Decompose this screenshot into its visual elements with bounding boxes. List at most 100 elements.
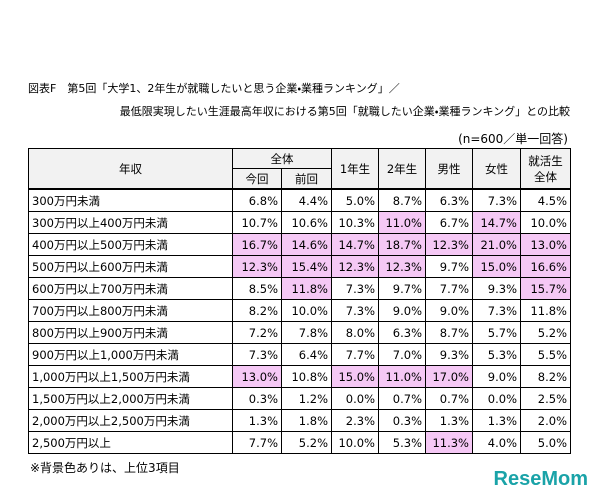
table-row: 300万円未満 6.8% 4.4% 5.0% 8.7% 6.3% 7.3% 4.5% — [28, 188, 571, 212]
cell: 4.5% — [520, 188, 571, 212]
column-header: 今回 — [232, 168, 282, 190]
cell: 8.7% — [378, 188, 426, 212]
cell: 11.0% — [378, 211, 426, 234]
cell: 1.2% — [281, 387, 332, 410]
column-header: 前回 — [281, 168, 332, 190]
cell: 11.3% — [425, 431, 473, 454]
cell: 11.8% — [281, 277, 332, 300]
cell: 5.5% — [520, 343, 571, 366]
cell: 7.7% — [232, 431, 282, 454]
header-line: 全体 — [534, 169, 557, 184]
cell: 10.0% — [281, 299, 332, 322]
cell: 16.7% — [232, 233, 282, 256]
cell: 10.0% — [520, 211, 571, 234]
cell: 15.4% — [281, 255, 332, 278]
table-row: 500万円以上600万円未満 12.3% 15.4% 12.3% 12.3% 9.7% 15… — [28, 255, 571, 278]
header-row: 今回 前回 — [29, 168, 571, 190]
cell: 14.7% — [472, 211, 521, 234]
column-header: 女性 — [472, 148, 521, 190]
cell: 14.6% — [281, 233, 332, 256]
cell: 6.4% — [281, 343, 332, 366]
cell: 9.3% — [472, 277, 521, 300]
cell: 5.3% — [472, 343, 521, 366]
row-label: 300万円未満 — [28, 188, 233, 212]
cell: 6.3% — [425, 188, 473, 212]
cell: 9.0% — [472, 365, 521, 388]
row-label: 2,500万円以上 — [28, 431, 233, 454]
cell: 6.3% — [378, 321, 426, 344]
cell: 8.2% — [520, 365, 571, 388]
cell: 2.0% — [520, 409, 571, 432]
table-row: 900万円以上1,000万円未満 7.3% 6.4% 7.7% 7.0% 9.3% 5.3%… — [28, 343, 571, 366]
cell: 13.0% — [232, 365, 282, 388]
row-label: 500万円以上600万円未満 — [28, 255, 233, 278]
cell: 8.7% — [425, 321, 473, 344]
column-header: 就活生 全体 — [520, 148, 571, 190]
cell: 7.3% — [331, 277, 379, 300]
cell: 7.3% — [472, 299, 521, 322]
cell: 5.2% — [520, 321, 571, 344]
cell: 0.3% — [232, 387, 282, 410]
income-table: 年収 全体 1年生 2年生 男性 女性 就活生 全体 今回 前回 300万円未満 6.8% 4.4% 5… — [28, 148, 571, 454]
table-row: 300万円以上400万円未満 10.7% 10.6% 10.3% 11.0% 6.7% 14… — [28, 211, 571, 234]
cell: 17.0% — [425, 365, 473, 388]
row-label: 300万円以上400万円未満 — [28, 211, 233, 234]
cell: 9.7% — [425, 255, 473, 278]
cell: 12.3% — [232, 255, 282, 278]
cell: 11.0% — [378, 365, 426, 388]
row-label: 1,000万円以上1,500万円未満 — [28, 365, 233, 388]
header-row: 年収 全体 1年生 2年生 男性 女性 就活生 全体 — [28, 148, 571, 190]
table-row: 1,000万円以上1,500万円未満 13.0% 10.8% 15.0% 11.0% 17… — [28, 365, 571, 388]
cell: 9.0% — [378, 299, 426, 322]
cell: 6.8% — [232, 188, 282, 212]
row-label: 1,500万円以上2,000万円未満 — [28, 387, 233, 410]
cell: 18.7% — [378, 233, 426, 256]
cell: 8.2% — [232, 299, 282, 322]
cell: 5.0% — [331, 188, 379, 212]
cell: 5.3% — [378, 431, 426, 454]
table-row: 2,000万円以上2,500万円未満 1.3% 1.8% 2.3% 0.3% 1.3% 1.… — [28, 409, 571, 432]
table-row: 400万円以上500万円未満 16.7% 14.6% 14.7% 18.7% 12.3% 2… — [28, 233, 571, 256]
table-row: 700万円以上800万円未満 8.2% 10.0% 7.3% 9.0% 9.0% 7.3% 1… — [28, 299, 571, 322]
cell: 0.0% — [472, 387, 521, 410]
cell: 10.0% — [331, 431, 379, 454]
row-label: 400万円以上500万円未満 — [28, 233, 233, 256]
sample-note: (n=600／単一回答) — [458, 132, 568, 146]
cell: 0.3% — [378, 409, 426, 432]
row-label: 700万円以上800万円未満 — [28, 299, 233, 322]
cell: 7.3% — [472, 188, 521, 212]
row-label: 600万円以上700万円未満 — [28, 277, 233, 300]
footnote: ※背景色ありは、上位3項目 — [30, 461, 180, 475]
cell: 7.0% — [378, 343, 426, 366]
cell: 7.8% — [281, 321, 332, 344]
cell: 7.2% — [232, 321, 282, 344]
cell: 1.3% — [472, 409, 521, 432]
column-header: 男性 — [425, 148, 473, 190]
cell: 13.0% — [520, 233, 571, 256]
row-label: 800万円以上900万円未満 — [28, 321, 233, 344]
cell: 15.0% — [331, 365, 379, 388]
cell: 10.7% — [232, 211, 282, 234]
subtitle: 最低限実現したい生涯最高年収における第5回「就職したい企業・業種ランキング」との… — [119, 105, 570, 118]
cell: 5.0% — [520, 431, 571, 454]
cell: 2.5% — [520, 387, 571, 410]
cell: 7.7% — [331, 343, 379, 366]
table-header: 年収 全体 1年生 2年生 男性 女性 就活生 全体 今回 前回 — [28, 148, 571, 190]
header-line: 就活生 — [528, 153, 563, 168]
logo: ReseMom — [493, 468, 588, 490]
column-header: 1年生 — [331, 148, 379, 190]
row-label: 2,000万円以上2,500万円未満 — [28, 409, 233, 432]
table-row: 2,500万円以上 7.7% 5.2% 10.0% 5.3% 11.3% 4.0% 5.0% — [28, 431, 571, 454]
cell: 7.3% — [232, 343, 282, 366]
column-header: 年収 — [28, 148, 233, 190]
cell: 0.7% — [425, 387, 473, 410]
cell: 5.7% — [472, 321, 521, 344]
cell: 12.3% — [425, 233, 473, 256]
cell: 12.3% — [378, 255, 426, 278]
table-row: 1,500万円以上2,000万円未満 0.3% 1.2% 0.0% 0.7% 0.7% 0.… — [28, 387, 571, 410]
cell: 4.4% — [281, 188, 332, 212]
column-header: 全体 — [232, 148, 332, 169]
cell: 7.7% — [425, 277, 473, 300]
row-label: 900万円以上1,000万円未満 — [28, 343, 233, 366]
